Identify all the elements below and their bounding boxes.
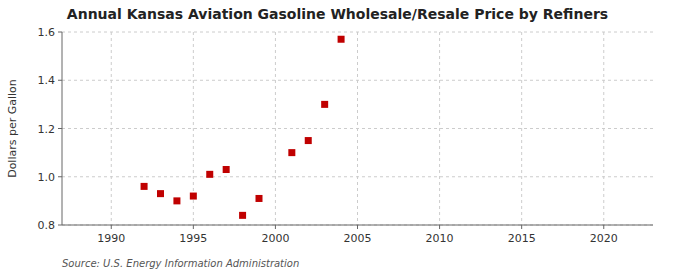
x-tick-label: 2015 [508,232,536,245]
x-tick-label: 2005 [344,232,372,245]
grid [62,32,653,225]
x-tick-label: 1995 [179,232,207,245]
point [157,190,164,197]
y-grid-line [62,176,653,177]
y-tick [58,128,62,129]
y-tick [58,32,62,33]
point [206,171,213,178]
axes: 1990 1995 2000 2005 2010 2015 2020 0.8 1.0 1.2 1.4… [38,26,654,245]
point [256,195,263,202]
y-grid-line [62,32,653,33]
x-tick [111,225,112,229]
y-tick-label: 1.0 [38,171,56,184]
points [141,36,345,219]
point [223,166,230,173]
point [321,101,328,108]
x-tick [439,225,440,229]
point [239,212,246,219]
x-tick [521,225,522,229]
y-tick [58,176,62,177]
y-tick [58,225,62,226]
y-tick-label: 1.2 [38,123,56,136]
x-tick-label: 2010 [426,232,454,245]
x-axis-line [62,225,653,226]
point [141,183,148,190]
y-grid-line [62,128,653,129]
x-tick [193,225,194,229]
x-grid-line [439,32,440,225]
y-grid-line [62,225,653,226]
y-tick-label: 0.8 [38,219,56,232]
x-tick-label: 2000 [261,232,289,245]
x-tick-label: 1990 [97,232,125,245]
x-grid-line [275,32,276,225]
point [305,137,312,144]
x-tick-label: 2020 [590,232,618,245]
point [190,193,197,200]
y-axis-label: Dollars per Gallon [6,79,19,178]
x-grid-line [521,32,522,225]
y-tick-label: 1.4 [38,74,56,87]
chart: Annual Kansas Aviation Gasoline Wholesal… [0,0,675,275]
point [173,197,180,204]
point [338,36,345,43]
y-tick [58,80,62,81]
y-tick-label: 1.6 [38,26,56,39]
y-axis-line [62,32,63,225]
y-grid-line [62,80,653,81]
point [288,149,295,156]
annotation: Source: U.S. Energy Information Administ… [62,258,299,269]
x-tick [357,225,358,229]
x-tick [275,225,276,229]
x-tick [603,225,604,229]
title: Annual Kansas Aviation Gasoline Wholesal… [67,6,608,22]
